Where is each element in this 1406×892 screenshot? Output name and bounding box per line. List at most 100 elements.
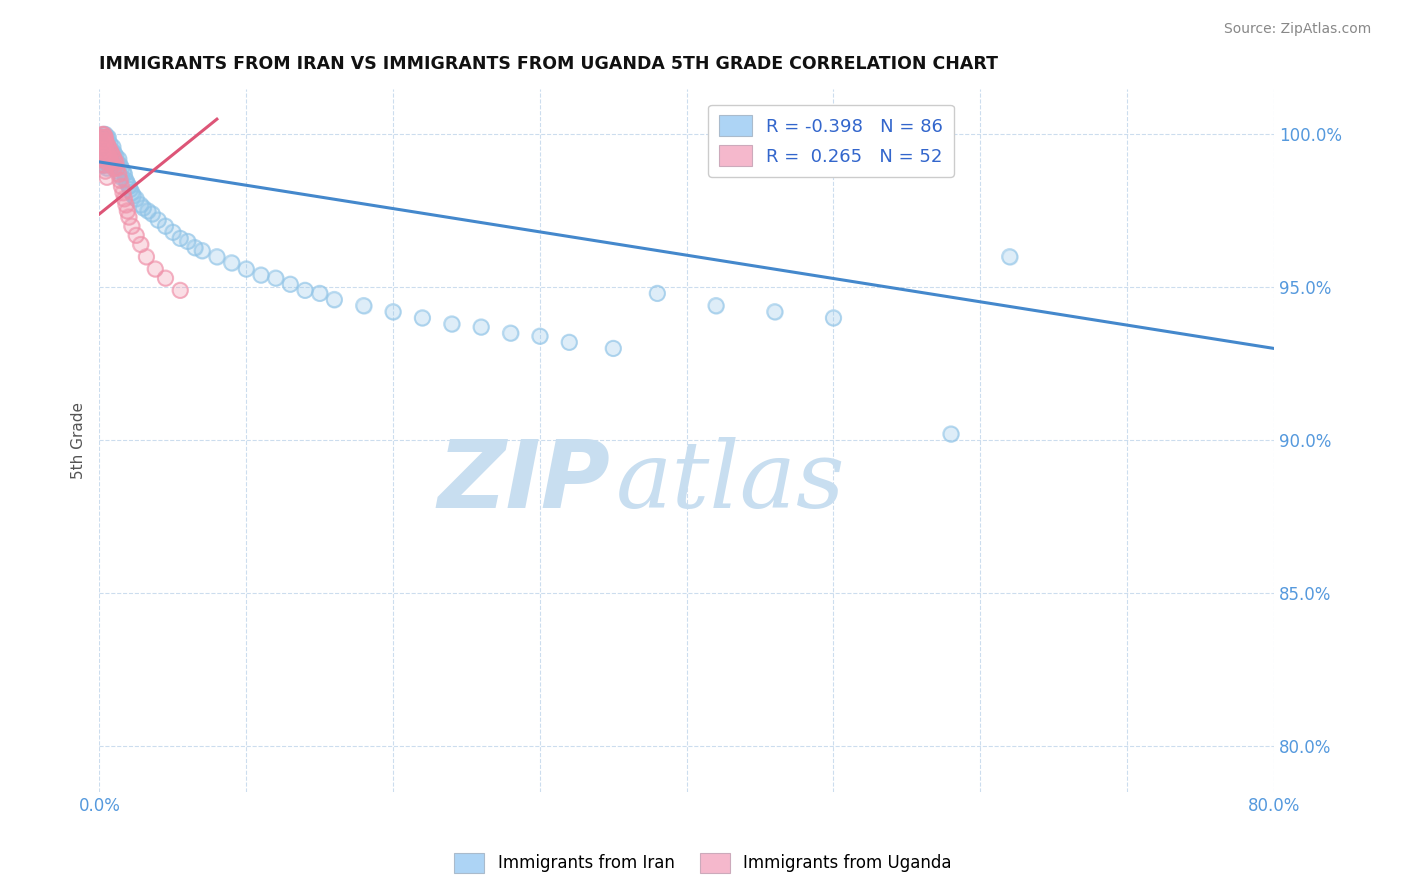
Point <box>323 293 346 307</box>
Point <box>763 304 786 318</box>
Point <box>411 310 433 325</box>
Point <box>499 326 522 340</box>
Point <box>98 155 121 169</box>
Point <box>103 161 125 175</box>
Point <box>135 250 157 264</box>
Point <box>100 152 122 166</box>
Point <box>104 158 127 172</box>
Point <box>141 207 163 221</box>
Point <box>94 134 117 148</box>
Point <box>97 149 120 163</box>
Point <box>91 143 114 157</box>
Point <box>308 286 330 301</box>
Point <box>91 152 114 166</box>
Point <box>823 310 845 325</box>
Point <box>470 320 492 334</box>
Point <box>250 268 273 282</box>
Point <box>115 198 138 212</box>
Point <box>93 128 115 142</box>
Point <box>97 130 120 145</box>
Point <box>558 335 581 350</box>
Point <box>91 134 114 148</box>
Point <box>136 203 159 218</box>
Point <box>93 130 115 145</box>
Point <box>90 134 112 148</box>
Point <box>278 277 301 292</box>
Point <box>90 130 112 145</box>
Point <box>94 143 117 157</box>
Point <box>97 149 120 163</box>
Point <box>91 149 114 163</box>
Point <box>93 149 115 163</box>
Point <box>96 161 118 175</box>
Point <box>176 235 198 249</box>
Point <box>96 152 118 166</box>
Point <box>939 427 962 442</box>
Point <box>440 317 463 331</box>
Point <box>90 130 112 145</box>
Point <box>94 139 117 153</box>
Point <box>101 149 124 163</box>
Point <box>104 149 127 163</box>
Point <box>96 170 118 185</box>
Point <box>91 158 114 172</box>
Point <box>96 134 118 148</box>
Point <box>97 149 120 163</box>
Point <box>278 277 301 292</box>
Point <box>96 155 118 169</box>
Point <box>169 231 191 245</box>
Point <box>91 149 114 163</box>
Point <box>205 250 228 264</box>
Point <box>602 342 624 356</box>
Point <box>104 155 127 169</box>
Point <box>103 161 125 175</box>
Point <box>103 145 125 160</box>
Point <box>101 149 124 163</box>
Point <box>184 241 207 255</box>
Point <box>94 145 117 160</box>
Point <box>93 128 115 142</box>
Text: IMMIGRANTS FROM IRAN VS IMMIGRANTS FROM UGANDA 5TH GRADE CORRELATION CHART: IMMIGRANTS FROM IRAN VS IMMIGRANTS FROM … <box>100 55 998 73</box>
Point <box>94 128 117 142</box>
Point <box>118 179 141 194</box>
Point <box>529 329 551 343</box>
Point <box>90 136 112 151</box>
Legend: Immigrants from Iran, Immigrants from Uganda: Immigrants from Iran, Immigrants from Ug… <box>449 847 957 880</box>
Point <box>100 145 122 160</box>
Point <box>97 158 120 172</box>
Point <box>143 262 166 277</box>
Point <box>101 139 124 153</box>
Point <box>93 130 115 145</box>
Point <box>411 310 433 325</box>
Point <box>111 164 134 178</box>
Point <box>135 250 157 264</box>
Point <box>117 177 139 191</box>
Point <box>499 326 522 340</box>
Point <box>96 130 118 145</box>
Point <box>100 155 122 169</box>
Point <box>162 225 184 239</box>
Point <box>939 427 962 442</box>
Point <box>470 320 492 334</box>
Point <box>122 188 145 202</box>
Point <box>105 164 128 178</box>
Point <box>91 143 114 157</box>
Point <box>353 299 375 313</box>
Point <box>221 256 243 270</box>
Point <box>112 167 135 181</box>
Point <box>91 128 114 142</box>
Point <box>121 186 143 200</box>
Point <box>118 210 141 224</box>
Point <box>107 152 129 166</box>
Point <box>94 164 117 178</box>
Point <box>93 136 115 151</box>
Point <box>129 198 152 212</box>
Point <box>110 170 132 185</box>
Text: Source: ZipAtlas.com: Source: ZipAtlas.com <box>1223 22 1371 37</box>
Point <box>117 203 139 218</box>
Point <box>104 158 127 172</box>
Point <box>205 250 228 264</box>
Point <box>110 161 132 175</box>
Point <box>647 286 669 301</box>
Point <box>110 179 132 194</box>
